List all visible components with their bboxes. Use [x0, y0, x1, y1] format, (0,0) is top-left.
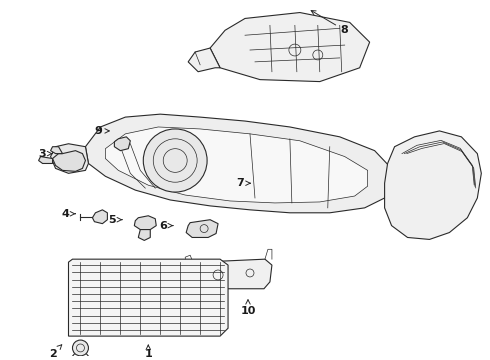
Polygon shape: [192, 259, 272, 289]
Text: 1: 1: [145, 345, 152, 359]
Polygon shape: [105, 127, 368, 203]
Text: 7: 7: [236, 178, 250, 188]
Text: 3: 3: [39, 149, 52, 159]
Polygon shape: [69, 259, 228, 336]
Text: 6: 6: [159, 221, 173, 231]
Circle shape: [73, 340, 89, 356]
Polygon shape: [52, 150, 85, 171]
Text: 10: 10: [240, 300, 256, 316]
Circle shape: [143, 129, 207, 192]
Polygon shape: [50, 147, 63, 154]
Text: 8: 8: [311, 10, 348, 35]
Polygon shape: [188, 48, 220, 72]
Polygon shape: [93, 210, 107, 224]
Text: 5: 5: [109, 215, 122, 225]
Text: 2: 2: [49, 345, 62, 359]
Text: 4: 4: [62, 209, 75, 219]
Polygon shape: [210, 13, 369, 82]
Polygon shape: [39, 157, 52, 163]
Polygon shape: [85, 114, 392, 213]
Polygon shape: [114, 137, 130, 150]
Polygon shape: [138, 230, 150, 240]
Text: 9: 9: [95, 126, 109, 136]
Polygon shape: [50, 144, 89, 173]
Polygon shape: [134, 216, 156, 230]
Polygon shape: [385, 131, 481, 239]
Polygon shape: [186, 220, 218, 238]
